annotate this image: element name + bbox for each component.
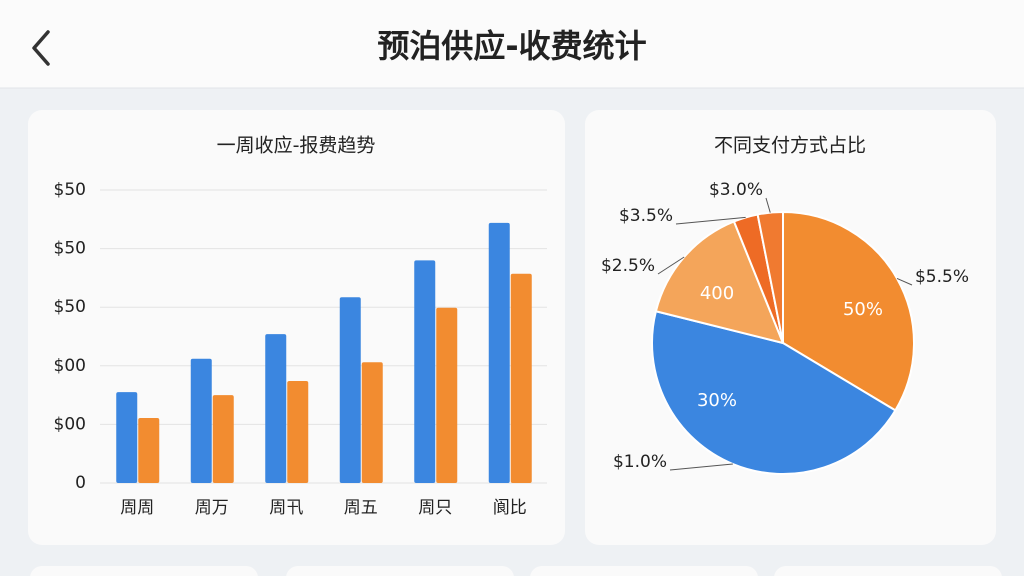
bar (190, 358, 212, 483)
bar (488, 222, 510, 484)
x-tick-label: 周万 (195, 498, 229, 518)
y-tick-label: $50 (54, 180, 86, 200)
header (0, 0, 1024, 88)
bar (436, 307, 458, 483)
bar (339, 297, 361, 483)
y-tick-label: $00 (54, 414, 86, 434)
slice-label: 400 (700, 283, 734, 304)
y-tick-label: 0 (75, 473, 86, 493)
slice-label: 30% (697, 390, 737, 411)
slice-label: 50% (843, 299, 883, 320)
bar (138, 417, 160, 483)
x-tick-label: 周卂 (269, 498, 303, 518)
x-tick-label: 周五 (344, 498, 378, 518)
page-title: 预泊供应-收费统计 (377, 27, 646, 65)
bar (287, 381, 309, 483)
bar (510, 273, 532, 483)
outer-label: $2.5% (601, 256, 655, 276)
pie-chart-title: 不同支付方式占比 (714, 135, 866, 157)
bar (361, 362, 383, 483)
stat-card (530, 566, 758, 576)
y-tick-label: $50 (54, 239, 86, 259)
outer-label: $3.0% (709, 180, 763, 200)
x-tick-label: 周周 (120, 498, 154, 518)
stat-card (286, 566, 514, 576)
x-tick-label: 阆比 (493, 498, 527, 518)
bar (116, 392, 138, 483)
stat-card (30, 566, 258, 576)
bar (414, 260, 436, 483)
outer-label: $1.0% (613, 452, 667, 472)
leader-line (896, 277, 913, 286)
leader-line (765, 197, 771, 213)
leader-line (669, 463, 733, 471)
back-button[interactable] (32, 30, 50, 66)
stat-card (774, 566, 1002, 576)
bar (265, 334, 287, 483)
leader-line (675, 216, 746, 225)
pie-slice (654, 220, 785, 345)
y-tick-label: $00 (54, 356, 86, 376)
x-tick-label: 周只 (418, 498, 452, 518)
bar (212, 395, 234, 483)
outer-label: $5.5% (915, 267, 969, 287)
outer-label: $3.5% (619, 206, 673, 226)
bar-chart-title: 一周收应-报费趋势 (217, 135, 376, 157)
y-tick-label: $50 (54, 297, 86, 317)
leader-line (657, 256, 685, 275)
pie-slice (782, 210, 915, 412)
